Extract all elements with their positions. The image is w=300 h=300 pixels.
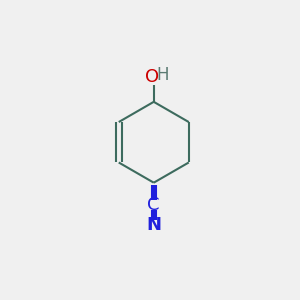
Text: N: N <box>146 216 161 234</box>
Text: C: C <box>148 196 160 214</box>
Text: H: H <box>156 66 169 84</box>
Text: O: O <box>145 68 159 86</box>
